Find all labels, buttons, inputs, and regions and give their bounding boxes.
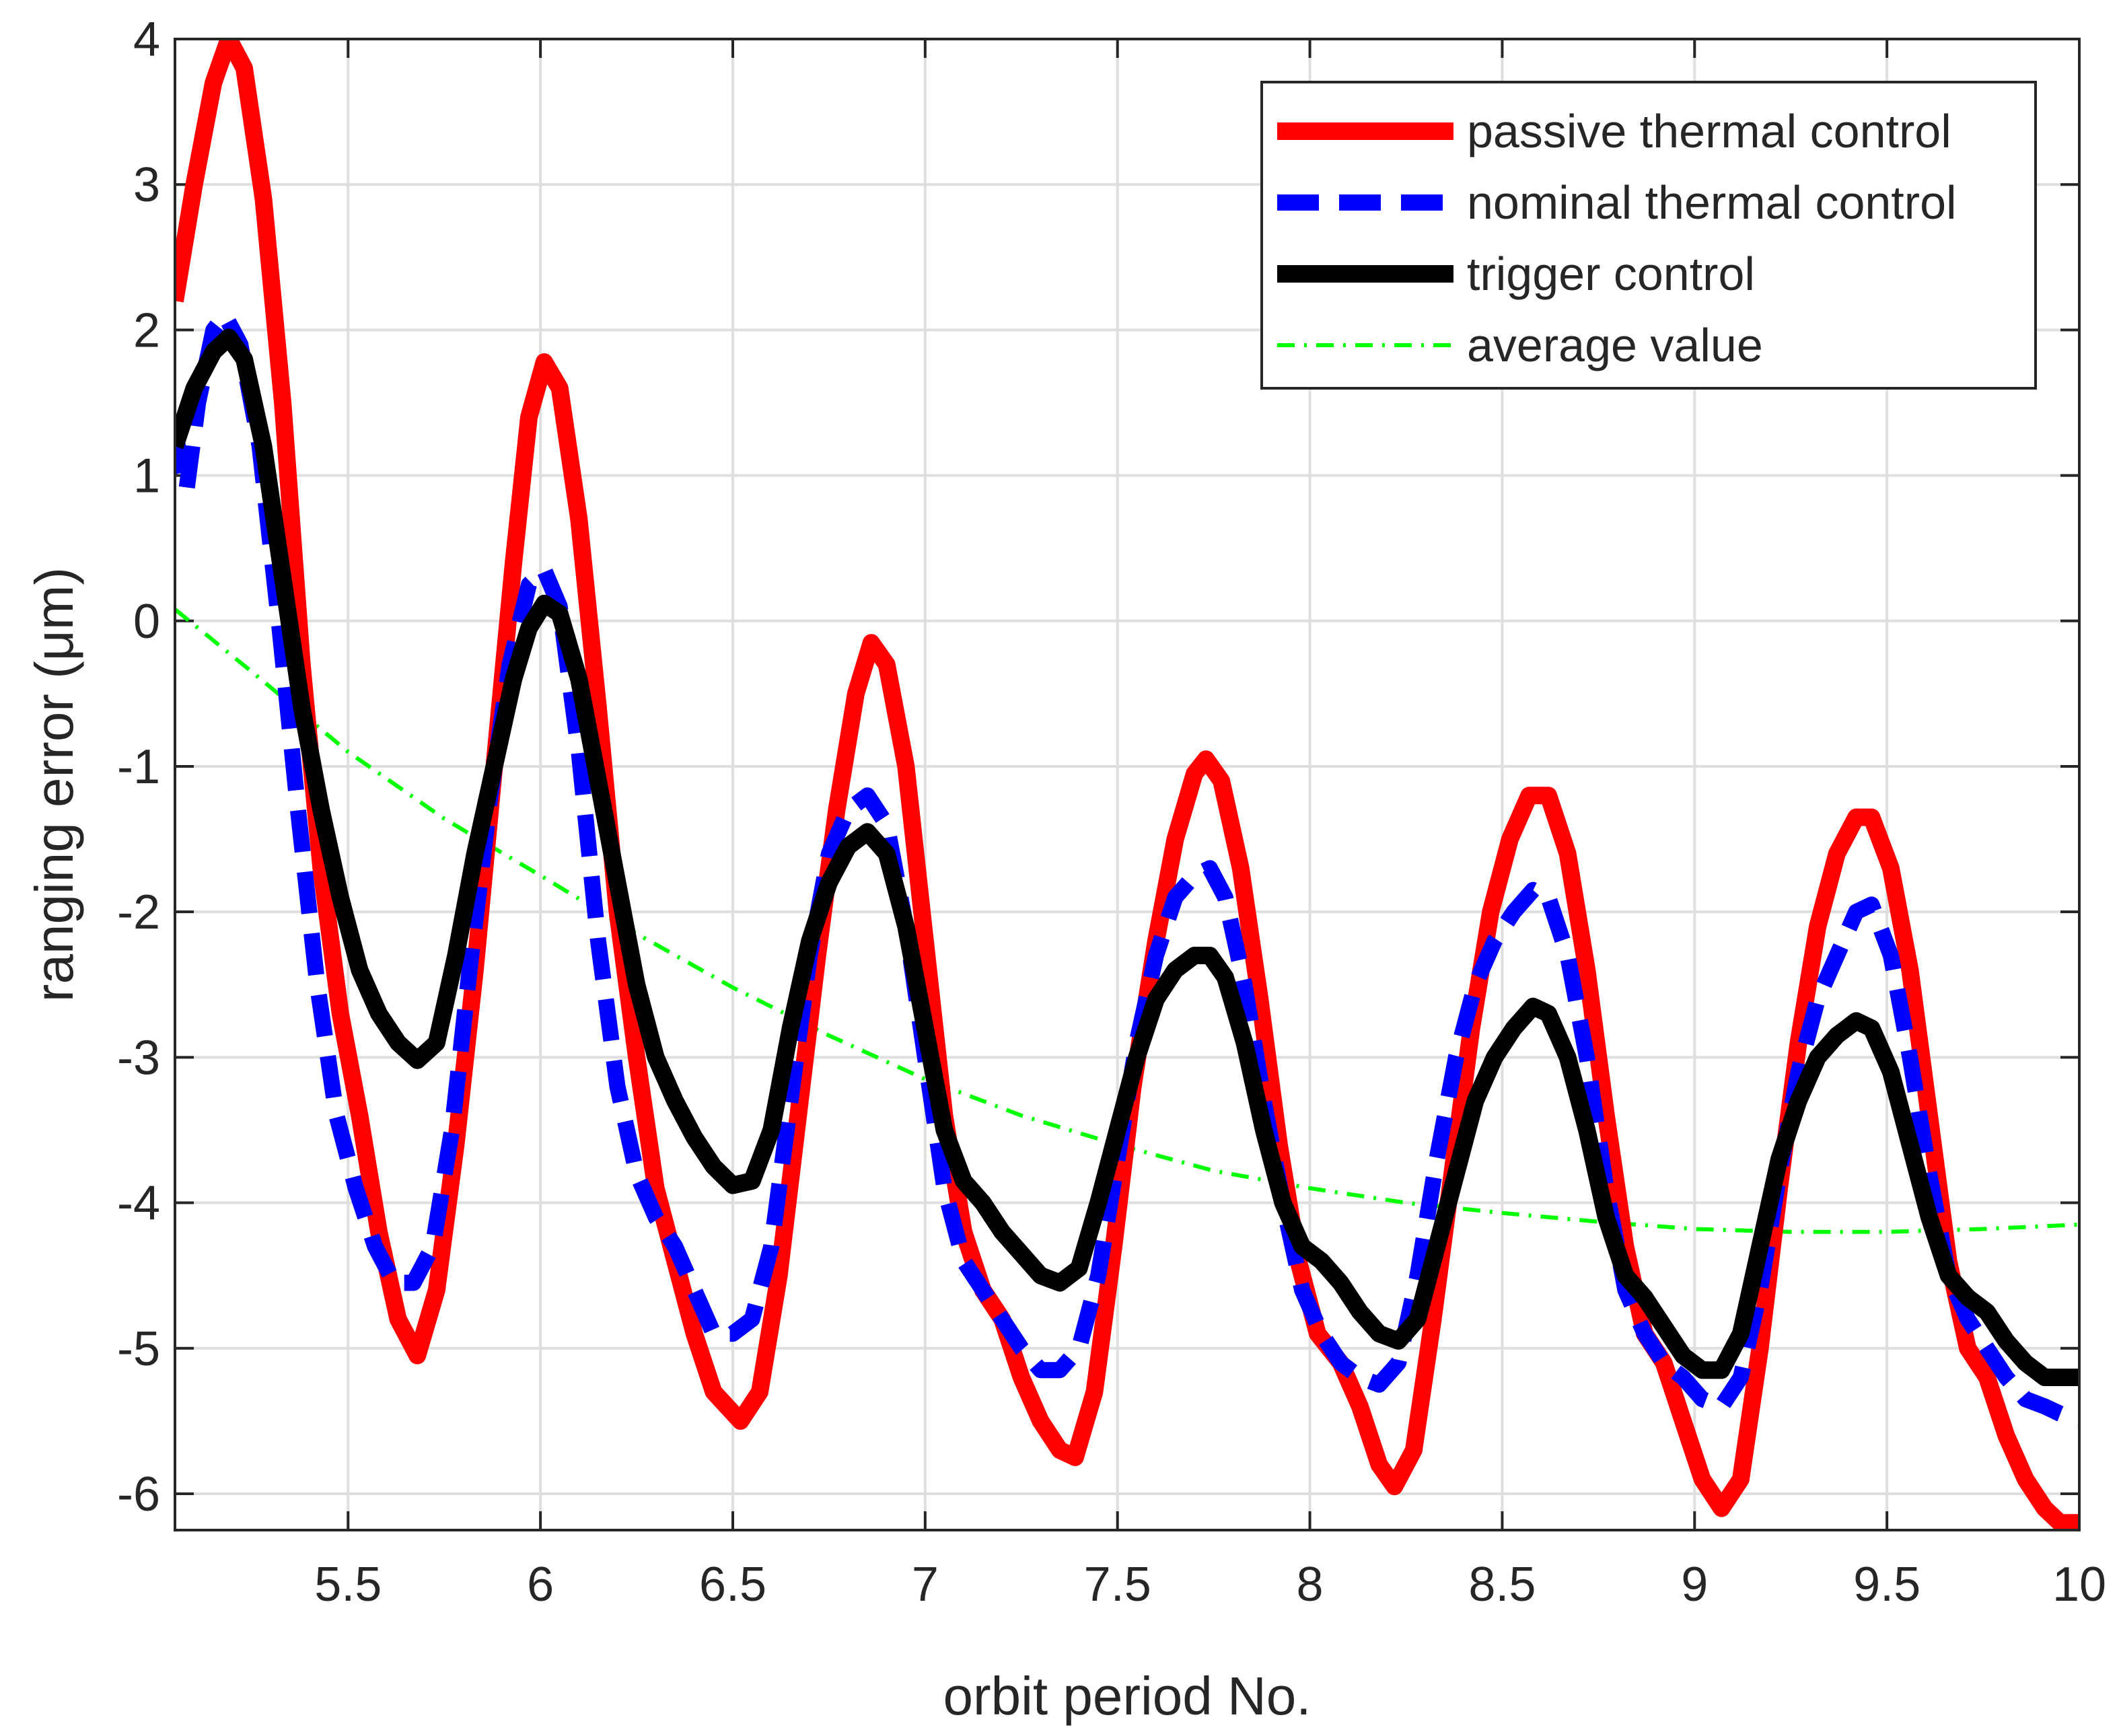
legend-label: average value [1467,319,1763,371]
x-tick-label: 10 [2052,1558,2106,1612]
x-tick-label: 8 [1297,1558,1324,1612]
series-layer [175,39,2079,1530]
x-tick-label: 6.5 [699,1558,766,1612]
legend-label: passive thermal control [1467,105,1951,157]
y-tick-label: -3 [117,1031,160,1085]
x-tick-label: 8.5 [1468,1558,1536,1612]
y-tick-label: -4 [117,1177,160,1231]
series-line-trigger-control [175,328,2079,1386]
x-tick-label: 7 [912,1558,939,1612]
x-tick-label: 6 [527,1558,554,1612]
x-tick-label: 9.5 [1853,1558,1920,1612]
y-tick-label: -6 [117,1468,160,1521]
legend-label: trigger control [1467,248,1755,300]
y-tick-label: -5 [117,1322,160,1376]
x-tick-label: 7.5 [1084,1558,1151,1612]
y-tick-label: 1 [133,449,160,503]
x-tick-label: 5.5 [314,1558,382,1612]
y-tick-label: 4 [133,13,160,67]
plot-frame [174,38,2081,1531]
legend-label: nominal thermal control [1467,176,1957,229]
y-tick-label: -2 [117,885,160,939]
y-tick-label: -1 [117,740,160,794]
x-tick-labels: 5.5 6 6.5 7 7.5 8 8.5 9 9.5 10 [314,1558,2106,1612]
y-tick-label: 3 [133,158,160,212]
y-tick-label: 2 [133,303,160,357]
y-tick-label: 0 [133,595,160,649]
legend: passive thermal control nominal thermal c… [1260,81,2037,390]
x-tick-label: 9 [1681,1558,1708,1612]
y-axis-label: ranging error (μm) [24,567,84,1002]
x-axis-label: orbit period No. [943,1666,1312,1726]
y-tick-labels: 4 3 2 1 0 -1 -2 -3 -4 -5 -6 [117,13,160,1521]
